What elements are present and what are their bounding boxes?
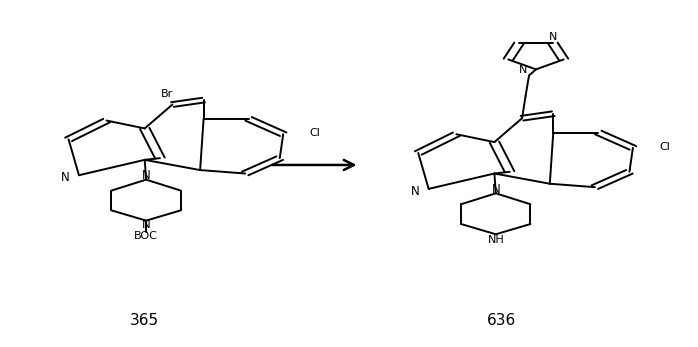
Text: Cl: Cl <box>309 128 320 138</box>
Text: N: N <box>142 169 151 182</box>
Text: 636: 636 <box>487 313 516 328</box>
Text: BOC: BOC <box>134 231 158 241</box>
Text: N: N <box>519 65 528 75</box>
Text: NH: NH <box>487 235 504 245</box>
Text: N: N <box>549 32 557 42</box>
Text: N: N <box>491 183 500 196</box>
Text: Br: Br <box>161 89 173 99</box>
Text: N: N <box>61 171 70 185</box>
Text: N: N <box>410 185 419 198</box>
Text: 365: 365 <box>130 313 159 328</box>
Text: N: N <box>142 218 151 231</box>
Text: Cl: Cl <box>659 142 670 152</box>
